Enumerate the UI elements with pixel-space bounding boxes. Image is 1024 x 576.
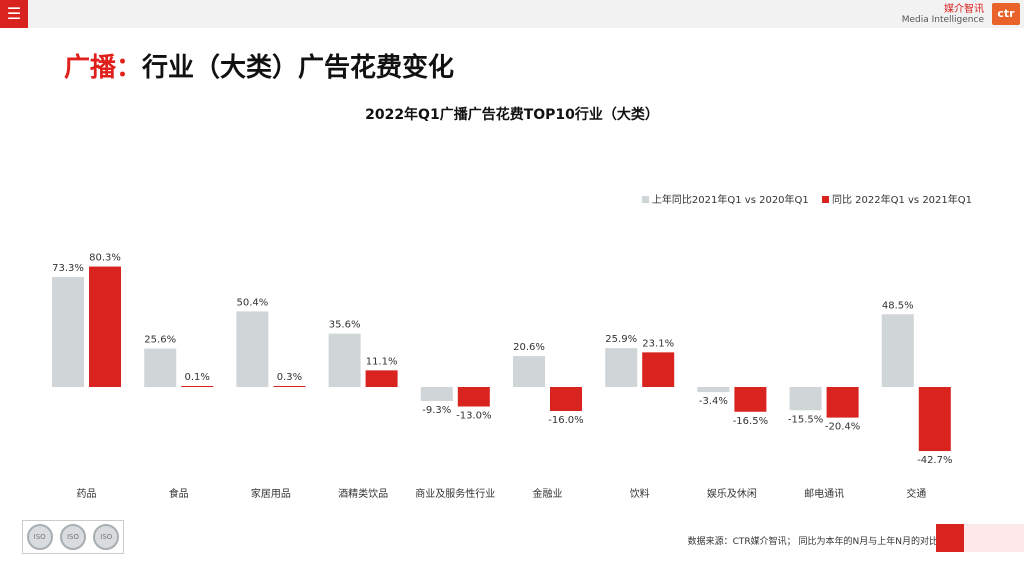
footer-accent-bar (936, 524, 1024, 552)
category-label: 金融业 (533, 487, 563, 500)
page-title: 广播：行业（大类）广告花费变化 (64, 47, 454, 84)
data-label: -20.4% (825, 422, 860, 433)
bar-prev-1 (144, 348, 177, 387)
bar-curr-4 (457, 387, 490, 407)
data-label: 11.1% (366, 356, 398, 367)
cert-badge-icon: ISO (26, 524, 53, 550)
data-label: -16.0% (548, 415, 583, 426)
data-label: 20.6% (513, 342, 545, 353)
bar-curr-7 (734, 387, 767, 412)
category-label: 交通 (906, 487, 926, 500)
data-label: 25.9% (605, 334, 637, 345)
category-label: 家居用品 (251, 487, 291, 500)
legend-label-curr: 同比 2022年Q1 vs 2021年Q1 (831, 195, 972, 206)
data-label: 80.3% (89, 253, 121, 264)
bar-prev-4 (420, 387, 453, 401)
bar-prev-2 (236, 311, 269, 387)
category-label: 药品 (77, 488, 97, 500)
brand-name-en: Media Intelligence (901, 15, 984, 25)
category-label: 邮电通讯 (804, 487, 844, 500)
data-label: -42.7% (917, 455, 952, 466)
data-source: 数据来源：CTR媒介智讯； 同比为本年的N月与上年N月的对比 (687, 537, 938, 547)
page-title-text: 行业（大类）广告花费变化 (142, 53, 455, 83)
bar-prev-8 (789, 387, 822, 411)
chart-title: 2022年Q1广播广告花费TOP10行业（大类） (365, 107, 659, 123)
page-title-highlight: 广播： (64, 53, 143, 83)
cert-badge-icon: ISO (93, 524, 120, 550)
category-label: 酒精类饮品 (338, 487, 388, 500)
footer-accent-block (936, 524, 964, 552)
data-label: 25.6% (144, 335, 176, 346)
bar-prev-6 (605, 348, 638, 387)
bar-curr-1 (181, 386, 214, 387)
chart-legend: 上年同比2021年Q1 vs 2020年Q1 同比 2022年Q1 vs 202… (632, 191, 972, 206)
data-label: -13.0% (456, 411, 491, 422)
data-label: 50.4% (237, 297, 269, 308)
category-label: 饮料 (630, 487, 650, 500)
category-label: 商业及服务性行业 (415, 487, 495, 500)
brand-name-cn: 媒介智讯 (944, 4, 984, 15)
bar-prev-7 (697, 387, 730, 393)
bar-prev-5 (513, 356, 545, 387)
bar-curr-0 (89, 266, 121, 387)
data-label: -15.5% (788, 414, 823, 425)
menu-icon[interactable]: ☰ (0, 0, 28, 28)
bar-curr-3 (365, 370, 398, 387)
bar-curr-8 (826, 387, 859, 418)
category-label: 娱乐及休闲 (707, 487, 757, 500)
top-bar: ☰ 媒介智讯 Media Intelligence ctr (0, 0, 1024, 28)
data-label: 48.5% (882, 300, 914, 311)
legend-swatch-prev (641, 196, 649, 203)
brand: 媒介智讯 Media Intelligence (902, 4, 984, 26)
bar-prev-3 (328, 333, 361, 387)
bar-curr-2 (273, 386, 306, 387)
data-label: 0.1% (184, 372, 209, 383)
data-label: 0.3% (277, 372, 302, 383)
legend-label-prev: 上年同比2021年Q1 vs 2020年Q1 (651, 195, 809, 206)
bar-prev-9 (881, 314, 914, 387)
data-label: -16.5% (733, 416, 768, 427)
bar-prev-0 (52, 277, 84, 387)
data-label: -3.4% (699, 396, 728, 407)
certification-badges: ISO ISO ISO (22, 520, 124, 554)
cert-badge-icon: ISO (59, 524, 86, 550)
data-label: 23.1% (642, 338, 674, 349)
bar-curr-9 (918, 387, 951, 452)
bar-curr-6 (642, 352, 675, 387)
data-label: 73.3% (52, 263, 84, 274)
ctr-logo: ctr (992, 3, 1020, 25)
legend-swatch-curr (821, 196, 829, 203)
category-label: 食品 (169, 487, 189, 500)
data-label: 35.6% (329, 320, 361, 331)
data-label: -9.3% (422, 405, 451, 416)
bar-curr-5 (550, 387, 582, 411)
